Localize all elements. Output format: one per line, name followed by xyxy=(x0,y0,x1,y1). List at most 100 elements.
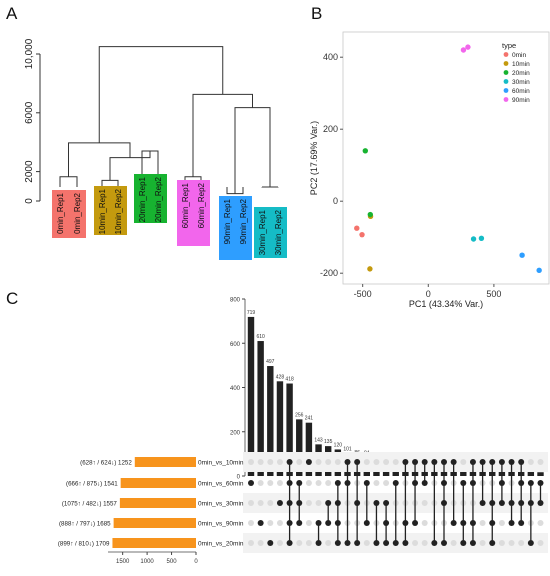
matrix-dot-empty xyxy=(315,459,322,465)
panel-label-a: A xyxy=(6,4,18,23)
matrix-dot-empty xyxy=(392,459,399,465)
set-size-bar xyxy=(120,478,196,488)
set-x-tick-label: 0 xyxy=(194,559,198,565)
matrix-dot-empty xyxy=(276,480,283,486)
intersection-bar xyxy=(276,381,284,476)
matrix-dot-filled xyxy=(248,480,254,486)
intersection-bar xyxy=(286,383,293,476)
matrix-dot-empty xyxy=(334,459,341,465)
matrix-dot-empty xyxy=(383,459,390,465)
legend-label: 0min xyxy=(512,52,526,59)
matrix-dot-empty xyxy=(267,459,274,465)
legend-label: 90min xyxy=(512,97,530,104)
matrix-dot-empty xyxy=(315,480,322,486)
panel-label-c: C xyxy=(6,289,19,308)
leaf-label: 0min_Rep1 xyxy=(56,192,65,233)
matrix-dot-empty xyxy=(460,459,467,465)
leaf-label: 90min_Rep2 xyxy=(239,198,248,244)
matrix-dot-empty xyxy=(305,480,312,486)
matrix-dot-filled xyxy=(257,520,264,526)
matrix-dot-empty xyxy=(248,520,254,526)
leaf-label: 10min_Rep2 xyxy=(114,188,123,234)
legend-swatch xyxy=(503,70,509,75)
matrix-dot-empty xyxy=(498,540,505,546)
leaf-label: 10min_Rep1 xyxy=(98,188,107,234)
intersection-bar-label: 497 xyxy=(266,359,275,365)
matrix-dot-empty xyxy=(248,459,254,465)
set-size-label: (1075↑ / 482↓) 1557 xyxy=(62,501,118,508)
intersection-bar-label: 143 xyxy=(314,437,323,443)
set-name-label: 0min_vs_20min xyxy=(198,541,244,548)
matrix-dot-filled xyxy=(267,540,274,546)
group-label-box xyxy=(177,180,210,246)
y-tick-label: 200 xyxy=(323,124,338,134)
legend-label: 10min xyxy=(512,61,530,68)
data-point xyxy=(465,44,471,50)
group-label-box xyxy=(254,207,287,258)
group-label-box xyxy=(52,190,86,238)
leaf-label: 0min_Rep2 xyxy=(73,192,82,233)
set-size-bar xyxy=(119,498,196,508)
matrix-dot-empty xyxy=(257,480,264,486)
intersection-bar xyxy=(527,472,535,476)
matrix-dot-empty xyxy=(296,459,303,465)
x-tick-label: 0 xyxy=(426,289,431,299)
matrix-dot-empty xyxy=(257,540,264,546)
legend-swatch xyxy=(503,61,509,66)
matrix-dot-empty xyxy=(421,500,428,506)
matrix-dot-empty xyxy=(305,540,312,546)
set-size-label: (628↑ / 624↓) 1252 xyxy=(80,460,132,467)
data-point xyxy=(362,148,369,154)
matrix-dot-empty xyxy=(537,520,544,526)
leaf-label: 20min_Rep2 xyxy=(154,176,163,222)
set-name-label: 0min_vs_30min xyxy=(198,501,244,508)
leaf-label: 30min_Rep1 xyxy=(258,209,267,255)
y-tick-label: 400 xyxy=(323,52,338,62)
y-tick-label: 10,000 xyxy=(24,38,35,69)
y-axis-label: PC2 (17.69% Var.) xyxy=(309,121,319,195)
set-x-tick-label: 1500 xyxy=(116,559,130,565)
matrix-dot-empty xyxy=(383,480,390,486)
matrix-dot-empty xyxy=(276,459,283,465)
bar-y-tick-label: 200 xyxy=(230,430,241,436)
data-point xyxy=(359,231,365,238)
leaf-label: 60min_Rep1 xyxy=(181,182,190,228)
legend-label: 30min xyxy=(512,79,530,86)
matrix-dot-empty xyxy=(325,480,332,486)
set-size-label: (888↑ / 797↓) 1685 xyxy=(59,521,111,528)
matrix-dot-empty xyxy=(373,459,380,465)
bar-y-tick-label: 800 xyxy=(230,298,241,304)
intersection-bar xyxy=(267,366,274,476)
matrix-dot-empty xyxy=(267,520,274,526)
x-tick-label: 500 xyxy=(486,289,501,299)
matrix-dot-empty xyxy=(498,520,505,526)
matrix-dot-empty xyxy=(537,540,544,546)
intersection-bar-label: 418 xyxy=(285,377,294,383)
data-point xyxy=(470,236,477,242)
y-tick-label: 2000 xyxy=(24,160,35,183)
set-x-tick-label: 1000 xyxy=(140,559,154,565)
set-size-label: (899↑ / 810↓) 1709 xyxy=(58,541,110,548)
y-tick-label: -200 xyxy=(320,268,338,278)
matrix-dot-empty xyxy=(527,459,534,465)
matrix-dot-empty xyxy=(267,480,274,486)
matrix-dot-empty xyxy=(276,540,283,546)
matrix-dot-empty xyxy=(518,540,525,546)
matrix-dot-empty xyxy=(479,520,486,526)
matrix-dot-empty xyxy=(296,540,303,546)
bar-y-tick-label: 400 xyxy=(230,386,241,392)
y-tick-label: 6000 xyxy=(24,101,35,124)
intersection-bar-label: 428 xyxy=(276,374,285,380)
legend-swatch xyxy=(503,79,509,84)
leaf-label: 60min_Rep2 xyxy=(197,182,206,228)
matrix-dot-empty xyxy=(537,459,544,465)
dendrogram-branch xyxy=(98,46,224,143)
matrix-dot-empty xyxy=(257,459,264,465)
matrix-dot-empty xyxy=(373,480,380,486)
legend-label: 20min xyxy=(512,70,530,77)
bar-y-tick-label: 0 xyxy=(237,475,241,481)
group-label-box xyxy=(94,186,127,235)
intersection-bar-label: 101 xyxy=(343,447,352,453)
matrix-dot-empty xyxy=(276,520,283,526)
